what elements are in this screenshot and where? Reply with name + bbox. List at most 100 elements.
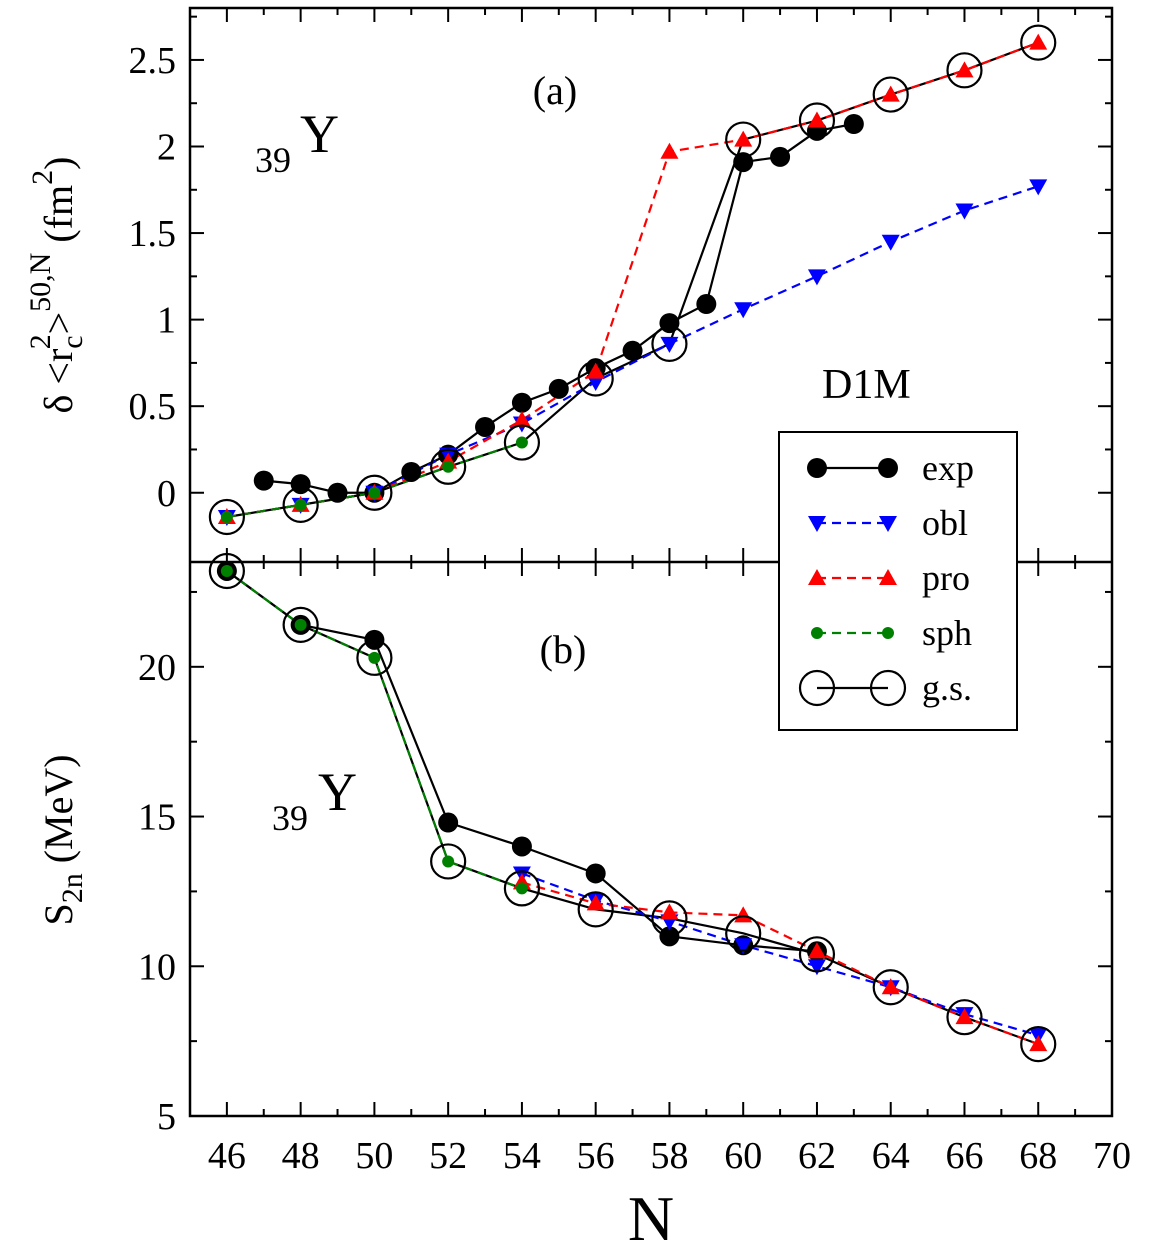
ylabel-a-main: δ <r xyxy=(36,349,81,414)
panel-b-point-gs xyxy=(208,552,245,590)
panel-a-point-gs xyxy=(208,498,245,536)
x-tick-label: 68 xyxy=(1019,1135,1057,1177)
panel-b-line-obl xyxy=(521,872,1039,1037)
legend-marker xyxy=(878,458,898,478)
panel-a-point-sph xyxy=(220,510,233,523)
model-label: D1M xyxy=(822,362,911,408)
legend-marker xyxy=(808,569,826,585)
ylabel-b-unit: (MeV) xyxy=(36,754,81,863)
panel-a-point-pro xyxy=(734,130,753,147)
legend-items: exp obl pro sph g.s. xyxy=(798,448,974,708)
y-tick-label: 1 xyxy=(157,300,176,342)
panel-b-series xyxy=(208,552,1057,1063)
y-tick-label: 2 xyxy=(157,127,176,169)
y-tick-label: 15 xyxy=(138,797,176,839)
panel-a-point-pro xyxy=(1029,33,1048,50)
panel-b-ticks: 5 10 15 20 xyxy=(138,590,1112,1138)
legend-marker xyxy=(882,627,894,639)
legend-marker xyxy=(807,458,827,478)
panel-a-point-obl xyxy=(881,234,900,251)
x-tick-label: 66 xyxy=(945,1135,983,1177)
panel-b-point-gs xyxy=(946,999,983,1036)
panel-b-point-sph xyxy=(220,564,233,577)
y-tick-label: 0 xyxy=(157,473,176,515)
legend-label: g.s. xyxy=(922,668,972,708)
panel-a-point-exp xyxy=(290,474,311,495)
panel-b-point-exp xyxy=(511,836,532,857)
panel-a-point-obl xyxy=(734,302,753,319)
x-tick-label: 48 xyxy=(282,1135,320,1177)
panel-a-point-gs xyxy=(725,121,762,158)
ylabel-a-sup1: 2 xyxy=(24,334,57,349)
panel-b-nucleus-symbol: Y xyxy=(318,762,357,822)
panel-a-point-gs xyxy=(946,52,983,89)
panel-b-point-sph xyxy=(294,618,307,631)
panel-a-point-gs xyxy=(651,325,688,362)
panel-b-line-sph xyxy=(226,570,523,890)
panel-b-point-gs xyxy=(503,870,541,907)
y-tick-label: 0.5 xyxy=(129,386,177,428)
panel-a-point-exp xyxy=(548,378,569,399)
panel-b-point-sph xyxy=(368,651,381,664)
panel-a-label: (a) xyxy=(533,68,577,113)
x-tick-label: 70 xyxy=(1093,1135,1131,1177)
panel-a-nucleus-mass: 39 xyxy=(255,140,291,180)
panel-a-point-gs xyxy=(1020,24,1057,61)
panel-a-point-obl xyxy=(660,336,679,353)
x-axis-ticks: 46 48 50 52 54 56 58 60 62 64 66 68 70 xyxy=(189,8,1131,1177)
panel-a-point-obl xyxy=(586,374,605,391)
x-tick-label: 64 xyxy=(872,1135,910,1177)
ylabel-b-sub: 2n xyxy=(56,873,89,903)
legend-label: exp xyxy=(922,448,974,488)
panel-a-ylabel: δ <rc2>50,N(fm2) xyxy=(24,157,89,414)
x-axis-label: N xyxy=(628,1183,674,1249)
y-tick-label: 10 xyxy=(138,946,176,988)
x-tick-label: 60 xyxy=(724,1135,762,1177)
panel-a-point-sph xyxy=(515,436,528,449)
panel-a-point-gs xyxy=(577,360,614,397)
panel-a-point-pro xyxy=(660,142,679,159)
panel-b-point-pro xyxy=(660,903,679,920)
panel-a-point-exp xyxy=(659,313,680,334)
panel-a-point-exp xyxy=(401,461,422,482)
panel-b-point-gs xyxy=(651,900,688,937)
y-tick-label: 1.5 xyxy=(129,213,177,255)
x-tick-label: 46 xyxy=(208,1135,246,1177)
panel-a-point-gs xyxy=(872,76,909,113)
y-tick-label: 5 xyxy=(157,1096,176,1138)
panel-a-point-gs xyxy=(356,474,393,511)
panel-b-point-obl xyxy=(734,938,753,955)
panel-a-line-sph xyxy=(226,441,523,519)
legend-label: pro xyxy=(922,558,970,598)
panel-b-point-pro xyxy=(881,978,900,995)
panel-a-point-pro xyxy=(955,61,974,78)
panel-b-point-gs xyxy=(577,891,614,928)
panel-a-point-obl xyxy=(1029,179,1048,196)
panel-b-point-gs xyxy=(1020,1026,1057,1063)
panel-a-point-gs xyxy=(282,486,319,523)
panel-a-point-sph xyxy=(442,460,455,473)
panel-a-point-pro xyxy=(807,111,826,128)
panel-b-point-gs xyxy=(356,639,393,676)
x-tick-label: 56 xyxy=(577,1135,615,1177)
panel-a-point-exp xyxy=(843,113,864,134)
legend-marker xyxy=(808,516,826,532)
panel-b-point-obl xyxy=(807,959,826,976)
ylabel-a-sub1: c xyxy=(56,335,89,348)
panel-a-point-exp xyxy=(622,340,643,361)
panel-b-point-gs xyxy=(798,936,836,973)
ylabel-a-unit-end: ) xyxy=(36,157,81,170)
panel-b-point-pro xyxy=(586,894,605,911)
panel-a-point-obl xyxy=(807,269,826,286)
panel-a-nucleus-symbol: Y xyxy=(300,104,339,164)
panel-a-point-exp xyxy=(733,152,754,173)
panel-a-line-exp xyxy=(263,122,855,494)
x-tick-label: 50 xyxy=(355,1135,393,1177)
panel-b-point-gs xyxy=(430,843,467,880)
panel-a-point-exp xyxy=(253,470,274,491)
panel-b-point-pro xyxy=(734,906,753,923)
legend-label: sph xyxy=(922,613,972,653)
panel-a-point-exp xyxy=(696,294,717,315)
x-tick-label: 62 xyxy=(798,1135,836,1177)
